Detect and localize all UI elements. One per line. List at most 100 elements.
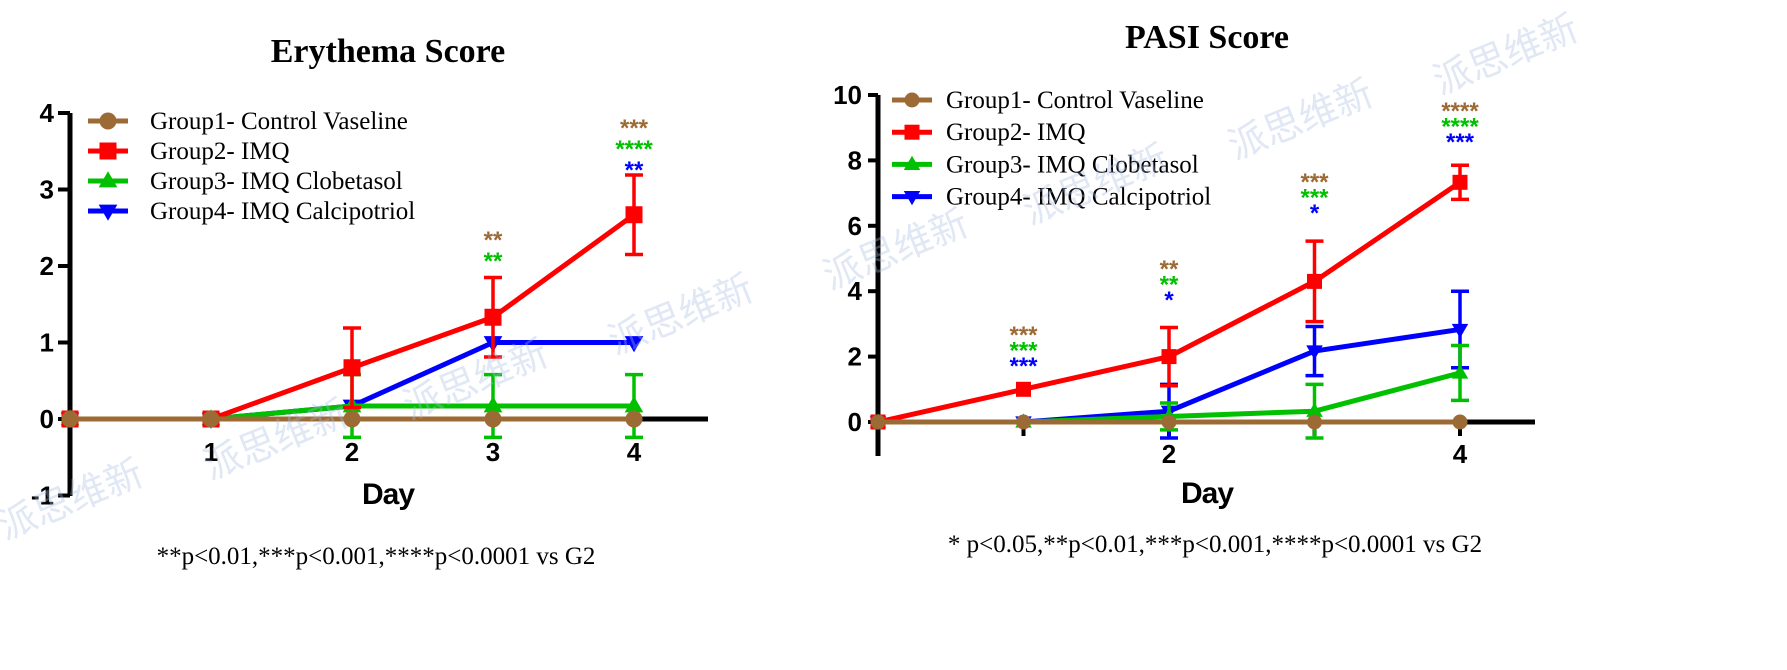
data-point bbox=[1306, 402, 1323, 417]
y-tick-label: -1 bbox=[31, 481, 54, 511]
data-point bbox=[1452, 414, 1468, 430]
legend-label: Group1- Control Vaseline bbox=[946, 87, 1204, 114]
y-tick-label: 1 bbox=[40, 328, 54, 358]
data-point bbox=[625, 410, 643, 428]
watermark-text: 派思维新 bbox=[1222, 71, 1379, 169]
significance-stars: *** bbox=[1300, 185, 1329, 212]
data-point bbox=[1161, 349, 1177, 365]
watermark-text: 派思维新 bbox=[197, 391, 354, 489]
significance-footnote: **p<0.01,***p<0.001,****p<0.0001 vs G2 bbox=[157, 543, 596, 570]
data-point bbox=[624, 336, 644, 353]
legend-label: Group1- Control Vaseline bbox=[150, 108, 408, 135]
significance-stars: ** bbox=[484, 248, 503, 275]
x-tick-label: 3 bbox=[486, 437, 500, 467]
x-tick-label: 4 bbox=[627, 437, 642, 467]
y-tick-label: 3 bbox=[40, 175, 54, 205]
significance-stars: ** bbox=[1160, 256, 1179, 283]
data-point bbox=[625, 206, 643, 224]
pasi-score-chart: PASI Score 0 2 4 6 8 10 2 4 Day Group1- Control Va… bbox=[833, 19, 1535, 558]
watermark-text: 派思维新 bbox=[817, 201, 974, 299]
y-tick-label: 10 bbox=[833, 80, 862, 110]
data-point bbox=[484, 410, 502, 428]
significance-stars: ** bbox=[625, 157, 644, 184]
y-tick-label: 0 bbox=[848, 407, 862, 437]
watermark-text: 派思维新 bbox=[602, 266, 759, 364]
significance-stars: *** bbox=[1009, 322, 1038, 349]
legend-marker bbox=[99, 112, 117, 130]
legend-item-1: Group1- Control Vaseline bbox=[88, 108, 408, 135]
chart-title: PASI Score bbox=[1125, 19, 1289, 56]
x-tick-label: 2 bbox=[1162, 439, 1176, 469]
significance-stars: **** bbox=[1441, 98, 1479, 125]
significance-stars: *** bbox=[1446, 129, 1475, 156]
erythema-score-chart: Erythema Score -1 0 1 2 3 4 1 2 3 4 Day Group1- Cont… bbox=[31, 33, 708, 570]
legend-label: Group3- IMQ Clobetasol bbox=[946, 151, 1199, 178]
data-point bbox=[61, 410, 79, 428]
data-point bbox=[1161, 414, 1177, 430]
chart-title: Erythema Score bbox=[271, 33, 505, 70]
watermark-text: 派思维新 bbox=[1017, 136, 1174, 234]
legend-item-2: Group2- IMQ bbox=[88, 138, 290, 165]
data-point bbox=[1016, 414, 1031, 430]
legend-label: Group3- IMQ Clobetasol bbox=[150, 168, 403, 195]
y-tick-label: 8 bbox=[848, 145, 862, 175]
watermark-text: 派思维新 bbox=[0, 451, 149, 549]
legend-item-1: Group1- Control Vaseline bbox=[892, 87, 1204, 114]
x-tick-label: 4 bbox=[1453, 439, 1468, 469]
data-point bbox=[624, 396, 644, 413]
x-axis-label: Day bbox=[362, 478, 415, 511]
legend-marker bbox=[904, 92, 920, 108]
significance-stars: * bbox=[1164, 287, 1174, 314]
data-point bbox=[1451, 323, 1469, 339]
y-tick-label: 6 bbox=[848, 211, 862, 241]
data-point bbox=[343, 359, 361, 377]
legend-label: Group2- IMQ bbox=[946, 119, 1086, 146]
x-axis-label: Day bbox=[1181, 477, 1234, 510]
data-point bbox=[483, 396, 503, 413]
significance-stars: ** bbox=[1160, 272, 1179, 299]
watermark-text: 派思维新 bbox=[1427, 6, 1584, 104]
legend-marker bbox=[904, 124, 920, 140]
legend-label: Group4- IMQ Calcipotriol bbox=[946, 184, 1211, 211]
legend-marker bbox=[98, 171, 118, 188]
significance-stars: *** bbox=[620, 115, 649, 142]
legend-marker bbox=[98, 204, 118, 221]
significance-stars: ** bbox=[484, 227, 503, 254]
data-point bbox=[484, 308, 502, 326]
legend-label: Group4- IMQ Calcipotriol bbox=[150, 198, 415, 225]
legend-item-3: Group3- IMQ Clobetasol bbox=[88, 168, 403, 195]
data-point bbox=[1307, 414, 1322, 430]
data-point bbox=[870, 414, 886, 430]
data-point bbox=[343, 410, 361, 428]
series-1 bbox=[61, 410, 643, 428]
legend-item-4: Group4- IMQ Calcipotriol bbox=[88, 198, 415, 225]
significance-stars: **** bbox=[615, 136, 653, 163]
legend-marker bbox=[99, 142, 117, 160]
data-point bbox=[202, 410, 220, 428]
data-point bbox=[1452, 174, 1468, 190]
series-1 bbox=[870, 414, 1468, 430]
significance-footnote: * p<0.05,**p<0.01,***p<0.001,****p<0.000… bbox=[948, 531, 1482, 558]
legend-item-4: Group4- IMQ Calcipotriol bbox=[892, 184, 1211, 211]
legend-marker bbox=[903, 155, 921, 171]
y-tick-label: 4 bbox=[40, 98, 55, 128]
data-point bbox=[1451, 364, 1469, 379]
legend-label: Group2- IMQ bbox=[150, 138, 290, 165]
legend-item-2: Group2- IMQ bbox=[892, 119, 1086, 146]
y-tick-label: 2 bbox=[40, 251, 54, 281]
data-point bbox=[1016, 381, 1031, 397]
x-tick-label: 1 bbox=[204, 437, 218, 467]
significance-stars: **** bbox=[1441, 114, 1479, 141]
data-point bbox=[1307, 273, 1322, 289]
legend-marker bbox=[903, 190, 921, 206]
significance-stars: *** bbox=[1300, 169, 1329, 196]
legend-item-3: Group3- IMQ Clobetasol bbox=[892, 151, 1199, 178]
x-tick-label: 2 bbox=[345, 437, 359, 467]
y-tick-label: 0 bbox=[40, 404, 54, 434]
y-tick-label: 2 bbox=[848, 342, 862, 372]
y-tick-label: 4 bbox=[848, 276, 863, 306]
significance-stars: *** bbox=[1009, 338, 1038, 365]
data-point bbox=[1306, 345, 1323, 360]
